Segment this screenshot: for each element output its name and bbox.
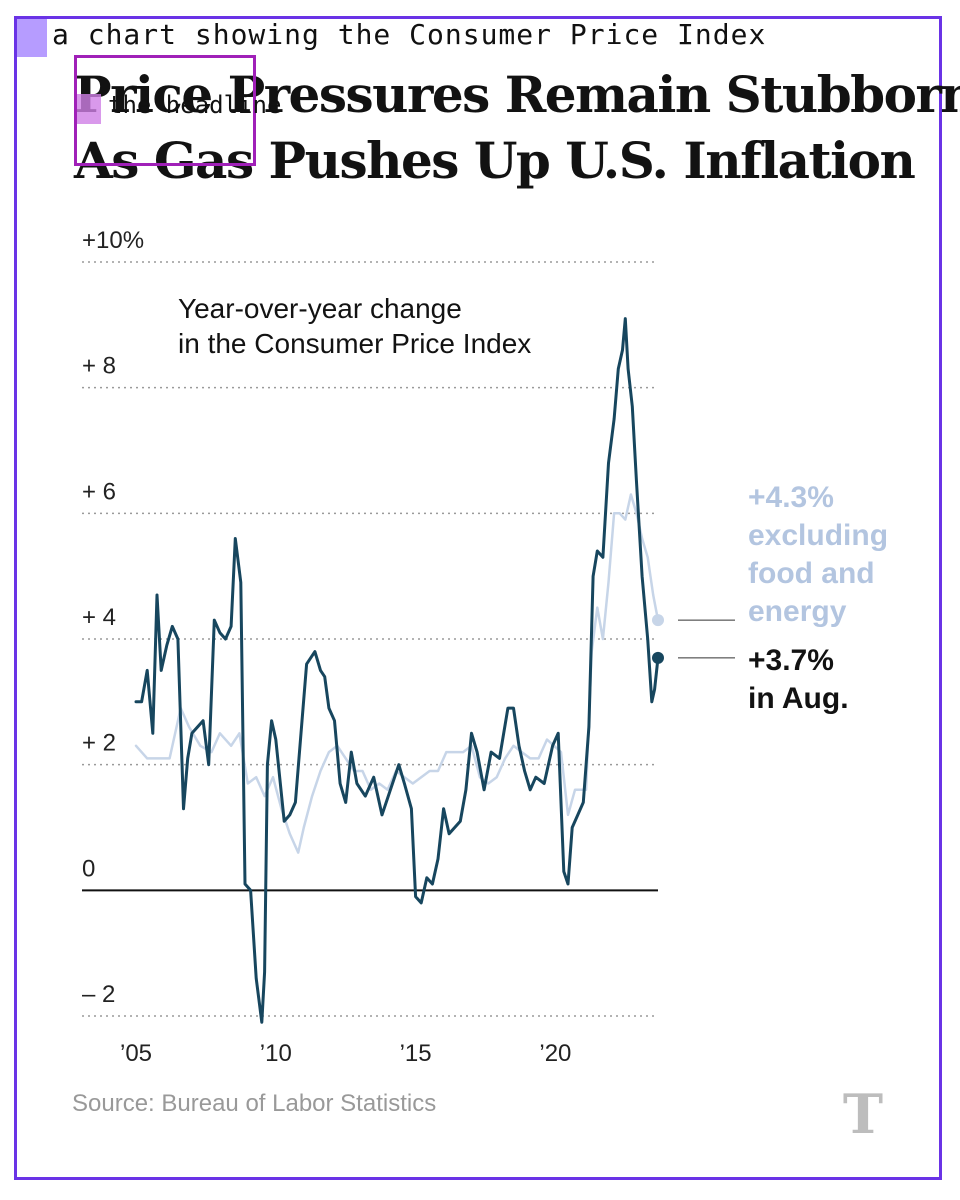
caption-text: a chart showing the Consumer Price Index <box>52 18 767 51</box>
x-axis-ticks: ’05 ’10 ’15 ’20 <box>120 1040 571 1067</box>
x-tick-label: ’15 <box>400 1040 432 1067</box>
series-lines <box>134 317 664 1024</box>
y-tick-label: + 6 <box>82 478 116 505</box>
chart-subtitle-line-1: Year-over-year change <box>178 293 462 324</box>
headline-highlight-label: the headline <box>108 91 282 119</box>
y-axis-ticks: +10% + 8 + 6 + 4 + 2 0 – 2 <box>82 227 144 1008</box>
headline: Price Pressures Remain Stubborn As Gas P… <box>74 62 960 194</box>
headline-highlight-box <box>74 55 256 166</box>
caption-marker <box>17 19 47 57</box>
y-tick-label: +10% <box>82 227 144 254</box>
headline-highlight-marker <box>77 94 101 124</box>
headline-series-line <box>134 317 660 1024</box>
headline-annotation-line: +3.7% <box>748 644 834 677</box>
headline-annotation-line: in Aug. <box>748 682 849 715</box>
core-annotation-line: energy <box>748 595 847 628</box>
y-tick-label: + 8 <box>82 353 116 380</box>
y-tick-label: 0 <box>82 855 95 882</box>
source-note: Source: Bureau of Labor Statistics <box>72 1090 436 1117</box>
x-tick-label: ’20 <box>539 1040 571 1067</box>
headline-line-2: As Gas Pushes Up U.S. Inflation <box>74 131 916 190</box>
image-frame <box>14 16 942 1180</box>
core-annotation-line: excluding <box>748 519 888 552</box>
headline-line-1: Price Pressures Remain Stubborn <box>74 65 960 124</box>
x-tick-label: ’05 <box>120 1040 152 1067</box>
core-annotation-line: +4.3% <box>748 481 834 514</box>
gridlines <box>82 261 658 1017</box>
core-series-line <box>134 493 660 854</box>
core-endpoint-dot <box>652 614 664 627</box>
y-tick-label: + 4 <box>82 604 116 631</box>
y-tick-label: – 2 <box>82 981 115 1008</box>
y-tick-label: + 2 <box>82 730 116 757</box>
nyt-logo: T <box>842 1082 884 1146</box>
annotations: +4.3% excluding food and energy +3.7% in Aug. <box>678 481 888 715</box>
core-annotation-line: food and <box>748 557 875 590</box>
x-tick-label: ’10 <box>260 1040 292 1067</box>
chart-subtitle-line-2: in the Consumer Price Index <box>178 328 531 359</box>
headline-endpoint-dot <box>652 651 664 664</box>
